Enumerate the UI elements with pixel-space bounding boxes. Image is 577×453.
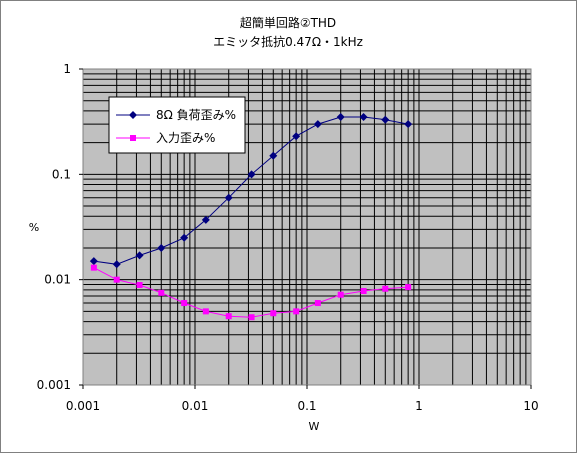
y-tick-label: 1 — [63, 62, 71, 76]
series-1-point — [269, 151, 278, 160]
legend-marker-series-1 — [129, 111, 137, 119]
legend-marker-series-2 — [130, 135, 136, 141]
series-2-point — [248, 314, 255, 321]
series-2-point — [382, 285, 389, 292]
y-tick-label: 0.001 — [37, 378, 71, 392]
y-axis-label: % — [29, 221, 39, 234]
series-1-point — [292, 132, 301, 141]
series-2-point — [314, 300, 321, 307]
series-2-point — [270, 310, 277, 317]
series-1-point — [359, 113, 368, 122]
series-2-point — [136, 281, 143, 288]
x-tick-label: 10 — [523, 399, 538, 413]
series-1-point — [336, 113, 345, 122]
x-tick-label: 0.01 — [182, 399, 209, 413]
series-1-point — [157, 243, 166, 252]
x-tick-label: 1 — [415, 399, 423, 413]
legend-label-series-1: 8Ω 負荷歪み% — [156, 108, 236, 122]
x-axis-label: W — [309, 420, 320, 433]
series-1-point — [89, 257, 98, 266]
series-1-point — [404, 120, 413, 129]
series-2-point — [405, 284, 412, 291]
series-2-point — [113, 276, 120, 283]
series-2-point — [202, 308, 209, 315]
series-1-point — [381, 115, 390, 124]
series-2-point — [360, 288, 367, 295]
series-1-point — [201, 215, 210, 224]
legend: 8Ω 負荷歪み% 入力歪み% — [108, 96, 246, 154]
chart-subtitle: エミッタ抵抗0.47Ω・1kHz — [213, 34, 363, 49]
x-tick-label: 0.1 — [297, 399, 316, 413]
series-1-point — [135, 251, 144, 260]
y-tick-label: 0.01 — [44, 273, 71, 287]
x-tick-label: 0.001 — [66, 399, 100, 413]
y-tick-label: 0.1 — [52, 167, 71, 181]
series-1-point — [247, 170, 256, 179]
series-1-point — [224, 193, 233, 202]
series-2-point — [337, 291, 344, 298]
legend-box — [108, 96, 246, 154]
series-2-point — [158, 289, 165, 296]
series-2-point — [293, 308, 300, 315]
series-1-point — [313, 120, 322, 129]
legend-label-series-2: 入力歪み% — [156, 131, 215, 145]
series-1-point — [180, 233, 189, 242]
series-2-point — [90, 264, 97, 271]
series-2-point — [181, 300, 188, 307]
chart-title: 超簡単回路②THD — [240, 15, 336, 30]
series-2-point — [225, 313, 232, 320]
series-1-point — [112, 260, 121, 269]
